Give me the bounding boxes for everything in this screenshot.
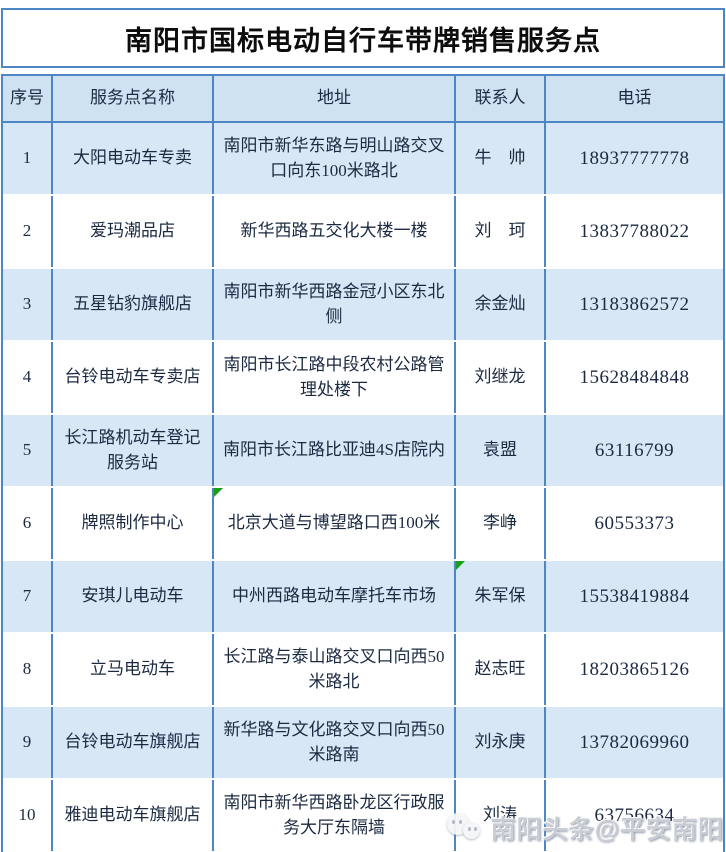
phone-cell: 15628484848 [579,366,690,388]
address-cell: 南阳市新华东路与明山路交叉口向东100米路北 [214,123,456,194]
serial-cell: 10 [3,780,53,851]
address-cell: 南阳市长江路比亚迪4S店院内 [214,415,456,486]
name-cell: 长江路机动车登记服务站 [53,415,214,486]
contact-cell: 余金灿 [456,269,546,340]
phone-cell: 60553373 [594,512,675,534]
table-row: 6 牌照制作中心 北京大道与博望路口西100米 李峥 60553373 [3,488,723,561]
table-row: 10 雅迪电动车旗舰店 南阳市新华西路卧龙区行政服务大厅东隔墙 刘涛 63756634 [3,780,723,851]
phone-cell: 18203865126 [579,658,690,680]
address-cell: 长江路与泰山路交叉口向西50米路北 [214,634,456,705]
table-row: 1 大阳电动车专卖 南阳市新华东路与明山路交叉口向东100米路北牛 帅 1893777… [3,123,723,196]
name-cell: 安琪儿电动车 [53,561,214,632]
name-cell: 台铃电动车旗舰店 [53,707,214,778]
table-title-box: 南阳市国标电动自行车带牌销售服务点 [1,8,725,68]
serial-cell: 7 [3,561,53,632]
contact-cell: 刘永庚 [456,707,546,778]
address-cell: 南阳市新华西路卧龙区行政服务大厅东隔墙 [214,780,456,851]
serial-cell: 4 [3,342,53,413]
address-cell: 南阳市新华西路金冠小区东北侧 [214,269,456,340]
contact-cell: 刘涛 [456,780,546,851]
header-address: 地址 [214,76,456,121]
name-cell: 五星钻豹旗舰店 [53,269,214,340]
phone-cell: 63116799 [594,439,675,461]
serial-cell: 3 [3,269,53,340]
contact-cell: 牛 帅 [456,123,546,194]
phone-cell: 13837788022 [579,220,690,242]
name-cell: 牌照制作中心 [53,488,214,559]
green-corner-marker-icon [214,488,223,497]
name-cell: 大阳电动车专卖 [53,123,214,194]
phone-cell: 18937777778 [579,147,690,169]
address-cell: 新华西路五交化大楼一楼 [214,196,456,267]
contact-cell: 李峥 [456,488,546,559]
table-row: 3 五星钻豹旗舰店 南阳市新华西路金冠小区东北侧 余金灿 13183862572 [3,269,723,342]
table-row: 2 爱玛潮品店 新华西路五交化大楼一楼刘 珂 13837788022 [3,196,723,269]
serial-cell: 8 [3,634,53,705]
green-corner-marker-icon [456,561,465,570]
address-cell: 北京大道与博望路口西100米 [214,488,456,559]
table-row: 7 安琪儿电动车 中州西路电动车摩托车市场 朱军保 15538419884 [3,561,723,634]
contact-cell: 袁盟 [456,415,546,486]
phone-cell: 13183862572 [579,293,690,315]
phone-cell: 63756634 [594,804,675,826]
serial-cell: 2 [3,196,53,267]
address-cell: 新华路与文化路交叉口向西50米路南 [214,707,456,778]
header-serial: 序号 [3,76,53,121]
table-row: 5 长江路机动车登记服务站 南阳市长江路比亚迪4S店院内 袁盟 63116799 [3,415,723,488]
header-phone: 电话 [617,88,652,108]
serial-cell: 9 [3,707,53,778]
header-contact: 联系人 [456,76,546,121]
serial-cell: 6 [3,488,53,559]
serial-cell: 1 [3,123,53,194]
name-cell: 爱玛潮品店 [53,196,214,267]
address-cell: 南阳市长江路中段农村公路管理处楼下 [214,342,456,413]
table-row: 9 台铃电动车旗舰店 新华路与文化路交叉口向西50米路南 刘永庚 13782069960 [3,707,723,780]
phone-cell: 15538419884 [579,585,690,607]
page-title: 南阳市国标电动自行车带牌销售服务点 [125,25,601,56]
header-name: 服务点名称 [53,76,214,121]
phone-cell: 13782069960 [579,731,690,753]
contact-cell: 刘继龙 [456,342,546,413]
table-header-row: 序号 服务点名称 地址 联系人 电话 [3,76,723,123]
contact-cell: 刘 珂 [456,196,546,267]
name-cell: 台铃电动车专卖店 [53,342,214,413]
address-cell: 中州西路电动车摩托车市场 [214,561,456,632]
contact-cell: 赵志旺 [456,634,546,705]
contact-cell: 朱军保 [456,561,546,632]
table-row: 4 台铃电动车专卖店 南阳市长江路中段农村公路管理处楼下 刘继龙 15628484848 [3,342,723,415]
name-cell: 立马电动车 [53,634,214,705]
service-points-table: 序号 服务点名称 地址 联系人 电话 1 大阳电动车专卖 南阳市新华东路与明山路交叉… [1,74,725,852]
name-cell: 雅迪电动车旗舰店 [53,780,214,851]
table-row: 8 立马电动车 长江路与泰山路交叉口向西50米路北 赵志旺 18203865126 [3,634,723,707]
serial-cell: 5 [3,415,53,486]
